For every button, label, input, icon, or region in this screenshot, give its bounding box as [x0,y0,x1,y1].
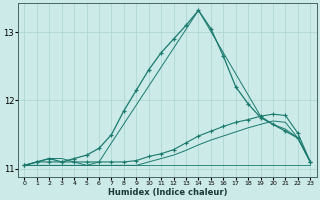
X-axis label: Humidex (Indice chaleur): Humidex (Indice chaleur) [108,188,227,197]
